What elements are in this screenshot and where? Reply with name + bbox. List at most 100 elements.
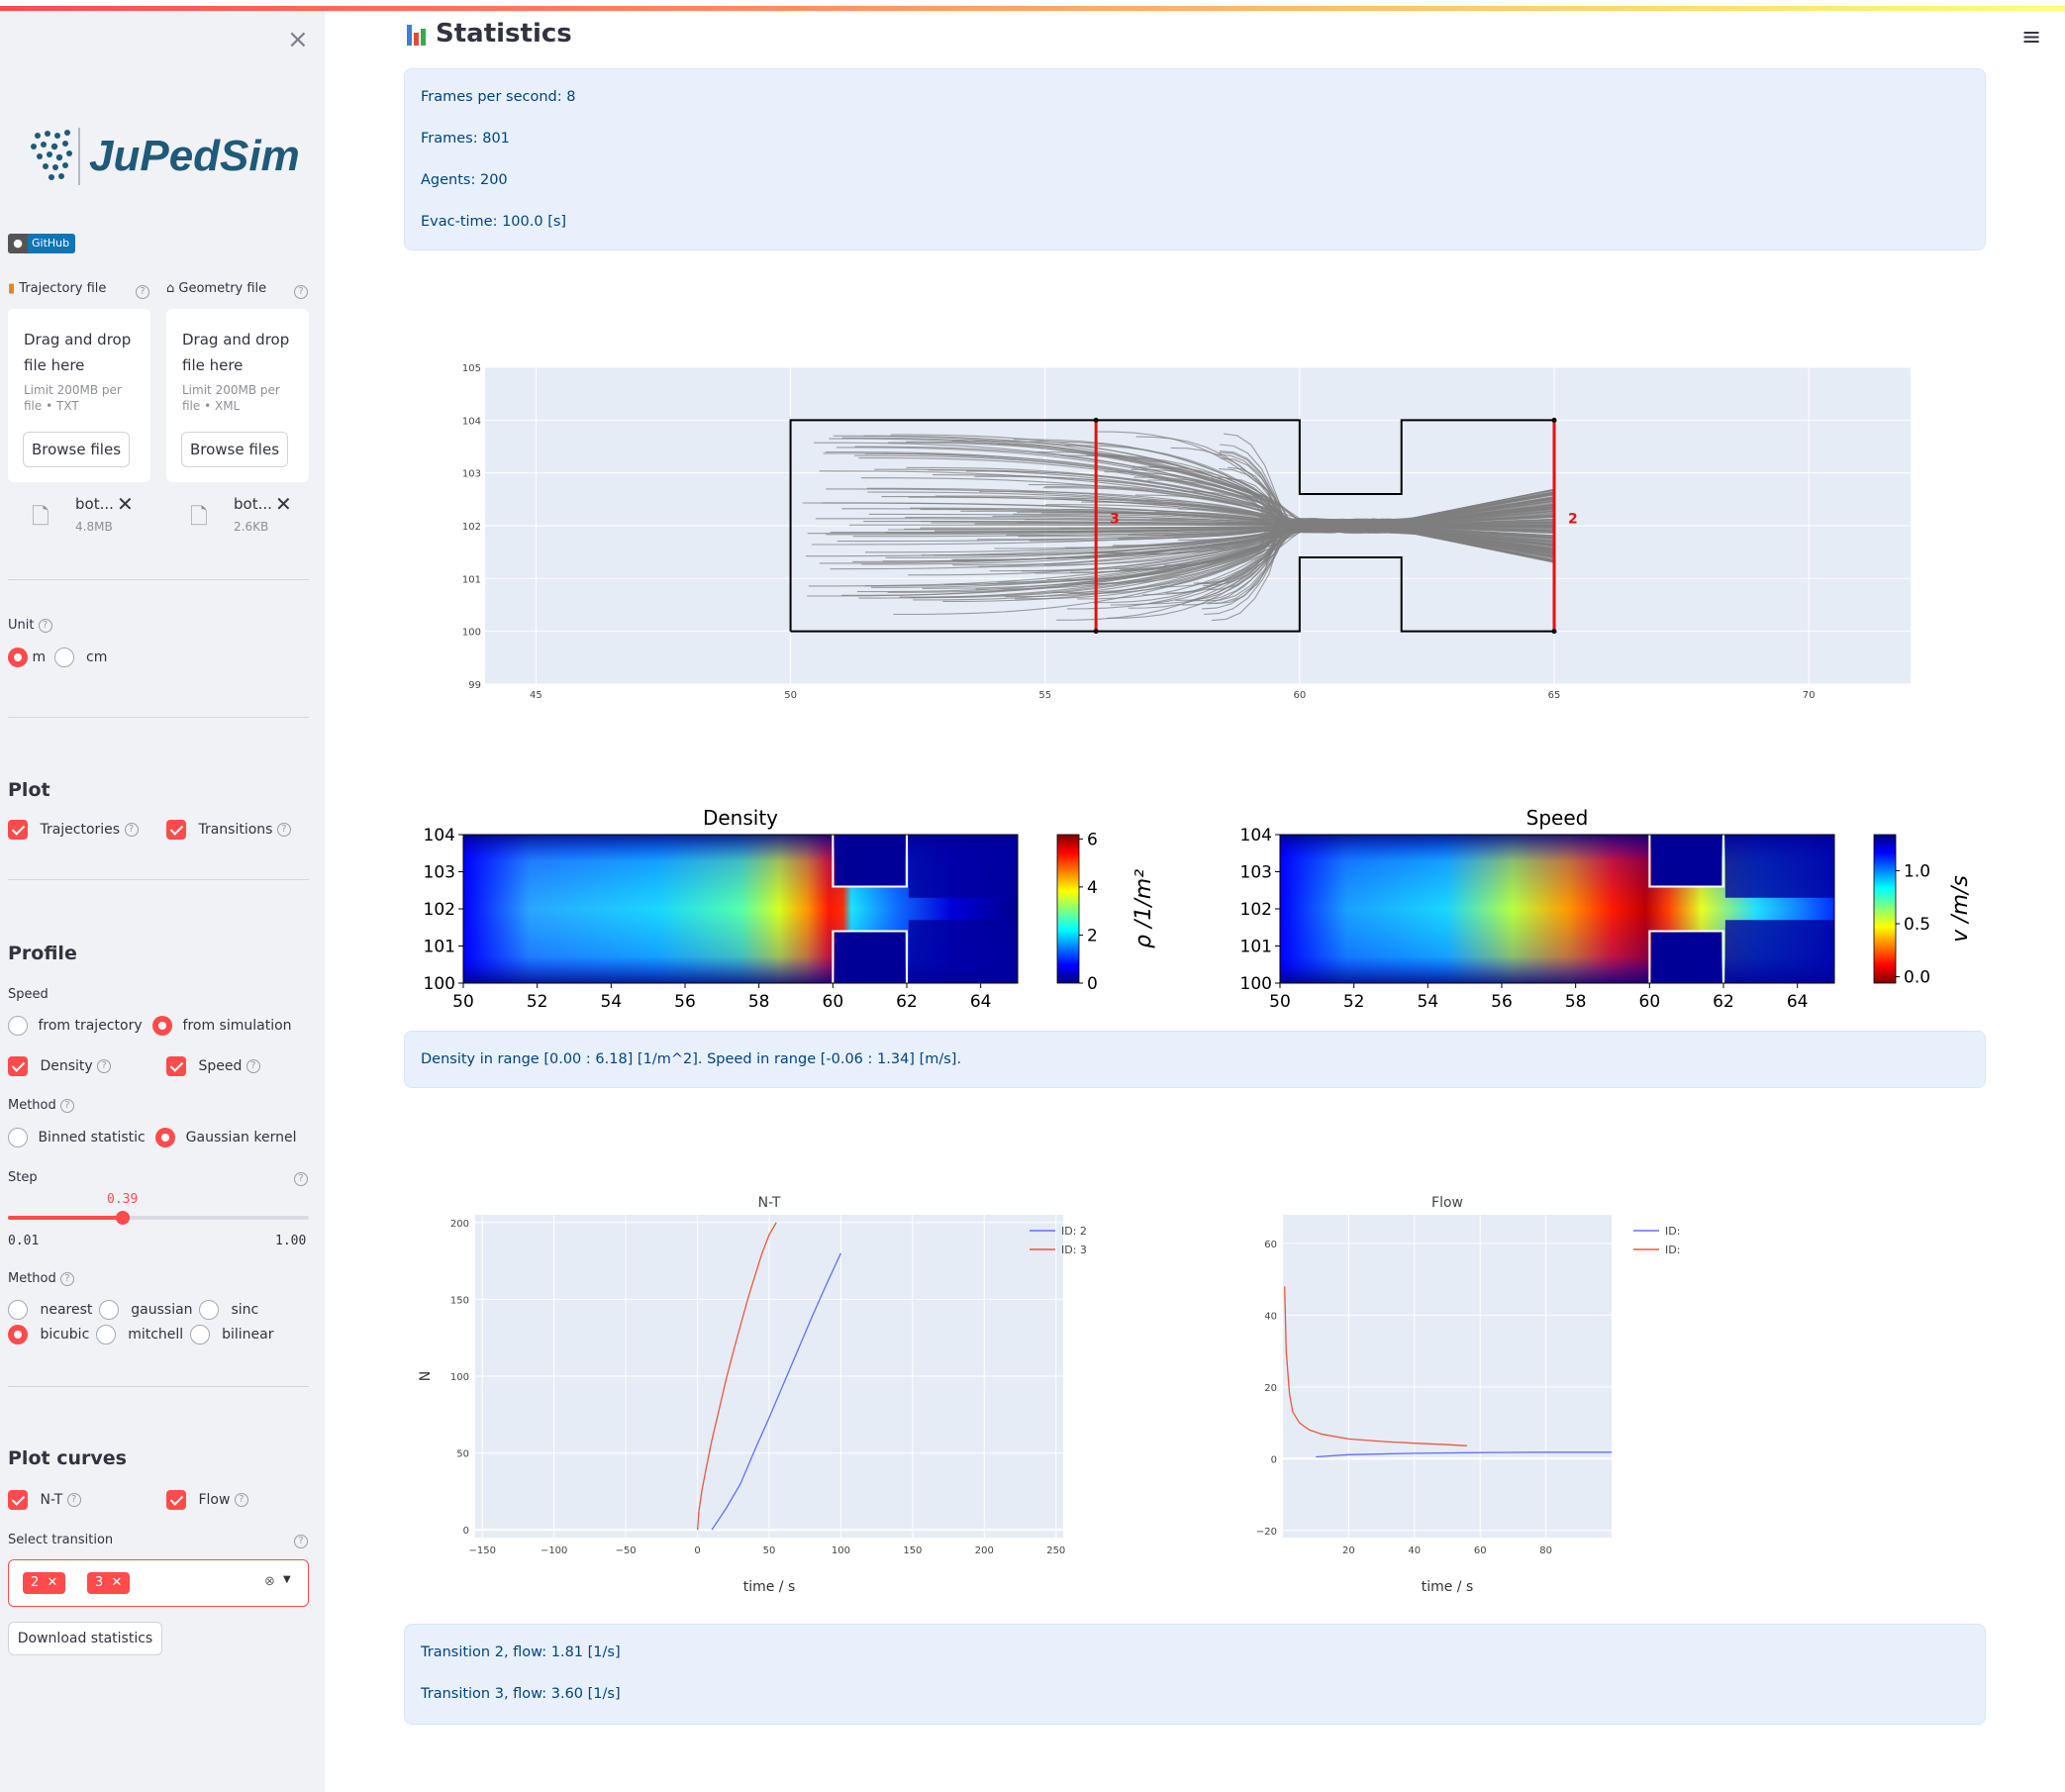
nearest-radio[interactable] bbox=[8, 1300, 28, 1320]
region-shade bbox=[908, 835, 1018, 898]
legend-label: ID: 2 bbox=[1665, 1225, 1683, 1238]
help-icon[interactable]: ? bbox=[97, 1059, 112, 1073]
remove-file-icon[interactable]: ✕ bbox=[117, 492, 134, 516]
transitions-checkbox-row[interactable]: Transitions ? bbox=[166, 820, 291, 840]
series-line bbox=[1284, 1286, 1467, 1446]
nt-checkbox-row[interactable]: N-T ? bbox=[8, 1490, 81, 1510]
speed-checkbox-row[interactable]: Speed ? bbox=[166, 1056, 260, 1076]
trajectory-dropzone[interactable]: Drag and drop file here Limit 200MB per … bbox=[8, 309, 150, 482]
x-tick-label: 60 bbox=[1293, 690, 1306, 701]
transition-chip[interactable]: 3 ✕ bbox=[87, 1572, 131, 1594]
range-text: Density in range [0.00 : 6.18] [1/m^2]. … bbox=[421, 1051, 962, 1067]
geometry-dropzone[interactable]: Drag and drop file here Limit 200MB per … bbox=[166, 309, 309, 482]
method-radio-group: Binned statistic Gaussian kernel bbox=[8, 1128, 296, 1147]
transition-endpoint bbox=[1551, 417, 1557, 423]
download-statistics-button[interactable]: Download statistics bbox=[8, 1622, 162, 1655]
step-slider-track[interactable] bbox=[8, 1211, 309, 1225]
step-slider-thumb[interactable] bbox=[115, 1211, 130, 1225]
help-icon[interactable]: ? bbox=[294, 285, 308, 299]
select-transition-label: Select transition bbox=[8, 1533, 114, 1547]
x-axis-label: time / s bbox=[743, 1579, 796, 1595]
help-icon[interactable]: ? bbox=[246, 1059, 260, 1073]
mitchell-radio[interactable] bbox=[95, 1325, 116, 1344]
evac-time-text: Evac-time: 100.0 [s] bbox=[421, 214, 567, 230]
help-icon[interactable]: ? bbox=[294, 1535, 308, 1548]
y-tick-label: 101 bbox=[424, 938, 455, 957]
legend-label: ID: 3 bbox=[1061, 1244, 1087, 1256]
x-tick-label: −150 bbox=[469, 1545, 496, 1556]
trajectory-plot[interactable]: 3 2 45 50 55 60 65 70 99 100 101 102 103 104 105 bbox=[443, 357, 1948, 714]
help-icon[interactable]: ? bbox=[59, 1271, 74, 1286]
interpolation-radio-row-2: bicubic mitchell bilinear bbox=[8, 1325, 273, 1344]
y-tick-label: 100 bbox=[462, 628, 481, 639]
agents-text: Agents: 200 bbox=[421, 172, 508, 188]
from-simulation-radio[interactable] bbox=[152, 1016, 173, 1036]
x-tick-label: 100 bbox=[832, 1545, 850, 1556]
colorbar-tick-label: 1.0 bbox=[1904, 861, 1930, 881]
chevron-down-icon[interactable]: ▼ bbox=[283, 1574, 291, 1585]
trajectory-line bbox=[928, 469, 1555, 527]
y-tick-label: 102 bbox=[462, 522, 481, 533]
trajectory-line bbox=[841, 437, 1555, 525]
y-tick-label: 200 bbox=[450, 1219, 469, 1230]
flow-chart[interactable]: Flow 20 40 60 80 −20 0 20 40 60 ID: 2 ID: 3 time / s… bbox=[1247, 1179, 1683, 1595]
help-icon[interactable]: ? bbox=[136, 285, 149, 299]
y-tick-label: 0 bbox=[1271, 1454, 1277, 1465]
select-transition-multiselect[interactable]: 2 ✕ 3 ✕ ⊗ ▼ bbox=[8, 1559, 309, 1607]
bicubic-radio[interactable] bbox=[8, 1325, 28, 1344]
trajectories-checkbox-row[interactable]: Trajectories ? bbox=[8, 820, 139, 840]
help-icon[interactable]: ? bbox=[59, 1098, 74, 1113]
gaussian-radio[interactable] bbox=[98, 1300, 119, 1320]
series-line bbox=[1316, 1451, 1612, 1458]
interpolation-method-label: Method ? bbox=[8, 1271, 74, 1286]
gaussian-kernel-radio[interactable] bbox=[155, 1128, 176, 1147]
help-icon[interactable]: ? bbox=[276, 823, 291, 837]
speed-checkbox[interactable] bbox=[166, 1056, 186, 1076]
close-icon[interactable]: × bbox=[287, 25, 309, 54]
radio-label: cm bbox=[86, 649, 108, 665]
transitions-checkbox[interactable] bbox=[166, 820, 186, 840]
trajectory-browse-button[interactable]: Browse files bbox=[23, 432, 130, 467]
github-badge[interactable]: ● GitHub bbox=[8, 234, 75, 253]
help-icon[interactable]: ? bbox=[66, 1493, 81, 1507]
colorbar-tick-label: 0.0 bbox=[1904, 968, 1930, 988]
y-tick-label: 20 bbox=[1264, 1383, 1277, 1394]
help-icon[interactable]: ? bbox=[38, 618, 52, 633]
x-tick-label: 45 bbox=[530, 690, 542, 701]
wall-region bbox=[1651, 835, 1722, 887]
wall-region bbox=[835, 835, 906, 887]
help-icon[interactable]: ? bbox=[124, 823, 139, 837]
binned-statistic-radio[interactable] bbox=[8, 1128, 28, 1147]
x-tick-label: 54 bbox=[601, 992, 623, 1012]
flow-checkbox[interactable] bbox=[166, 1490, 186, 1510]
flow-checkbox-row[interactable]: Flow ? bbox=[166, 1490, 248, 1510]
nt-checkbox[interactable] bbox=[8, 1490, 28, 1510]
transition-chip[interactable]: 2 ✕ bbox=[23, 1572, 66, 1594]
y-tick-label: 104 bbox=[1240, 826, 1272, 846]
remove-file-icon[interactable]: ✕ bbox=[275, 492, 292, 516]
geometry-browse-button[interactable]: Browse files bbox=[181, 432, 288, 467]
step-slider-max: 1.00 bbox=[275, 1234, 307, 1248]
density-checkbox[interactable] bbox=[8, 1056, 28, 1076]
trajectories-checkbox[interactable] bbox=[8, 820, 28, 840]
help-icon[interactable]: ? bbox=[294, 1172, 308, 1186]
dropzone-text: Drag and drop file here bbox=[182, 331, 290, 374]
x-tick-label: 58 bbox=[1565, 992, 1587, 1012]
nt-chart[interactable]: N-T −150 −100 −50 0 50 100 150 200 250 0 50 100 150 20… bbox=[416, 1179, 1109, 1595]
y-tick-label: 100 bbox=[424, 974, 455, 994]
unit-cm-radio[interactable] bbox=[53, 647, 74, 667]
from-trajectory-radio[interactable] bbox=[8, 1016, 28, 1036]
help-icon[interactable]: ? bbox=[234, 1493, 248, 1507]
density-checkbox-row[interactable]: Density ? bbox=[8, 1056, 112, 1076]
clear-icon[interactable]: ⊗ bbox=[264, 1574, 275, 1589]
trajectory-line bbox=[848, 491, 1555, 527]
transition-3-flow-text: Transition 3, flow: 3.60 [1/s] bbox=[421, 1686, 621, 1702]
trajectory-line bbox=[885, 527, 1555, 560]
unit-m-radio[interactable] bbox=[8, 647, 28, 667]
hamburger-menu-icon[interactable]: ≡ bbox=[2021, 23, 2042, 50]
sinc-radio[interactable] bbox=[199, 1300, 220, 1320]
bilinear-radio[interactable] bbox=[189, 1325, 210, 1344]
y-tick-label: −20 bbox=[1256, 1527, 1277, 1538]
dropzone-limit: Limit 200MB per file • XML bbox=[182, 383, 280, 413]
chart-title: Flow bbox=[1431, 1195, 1463, 1211]
